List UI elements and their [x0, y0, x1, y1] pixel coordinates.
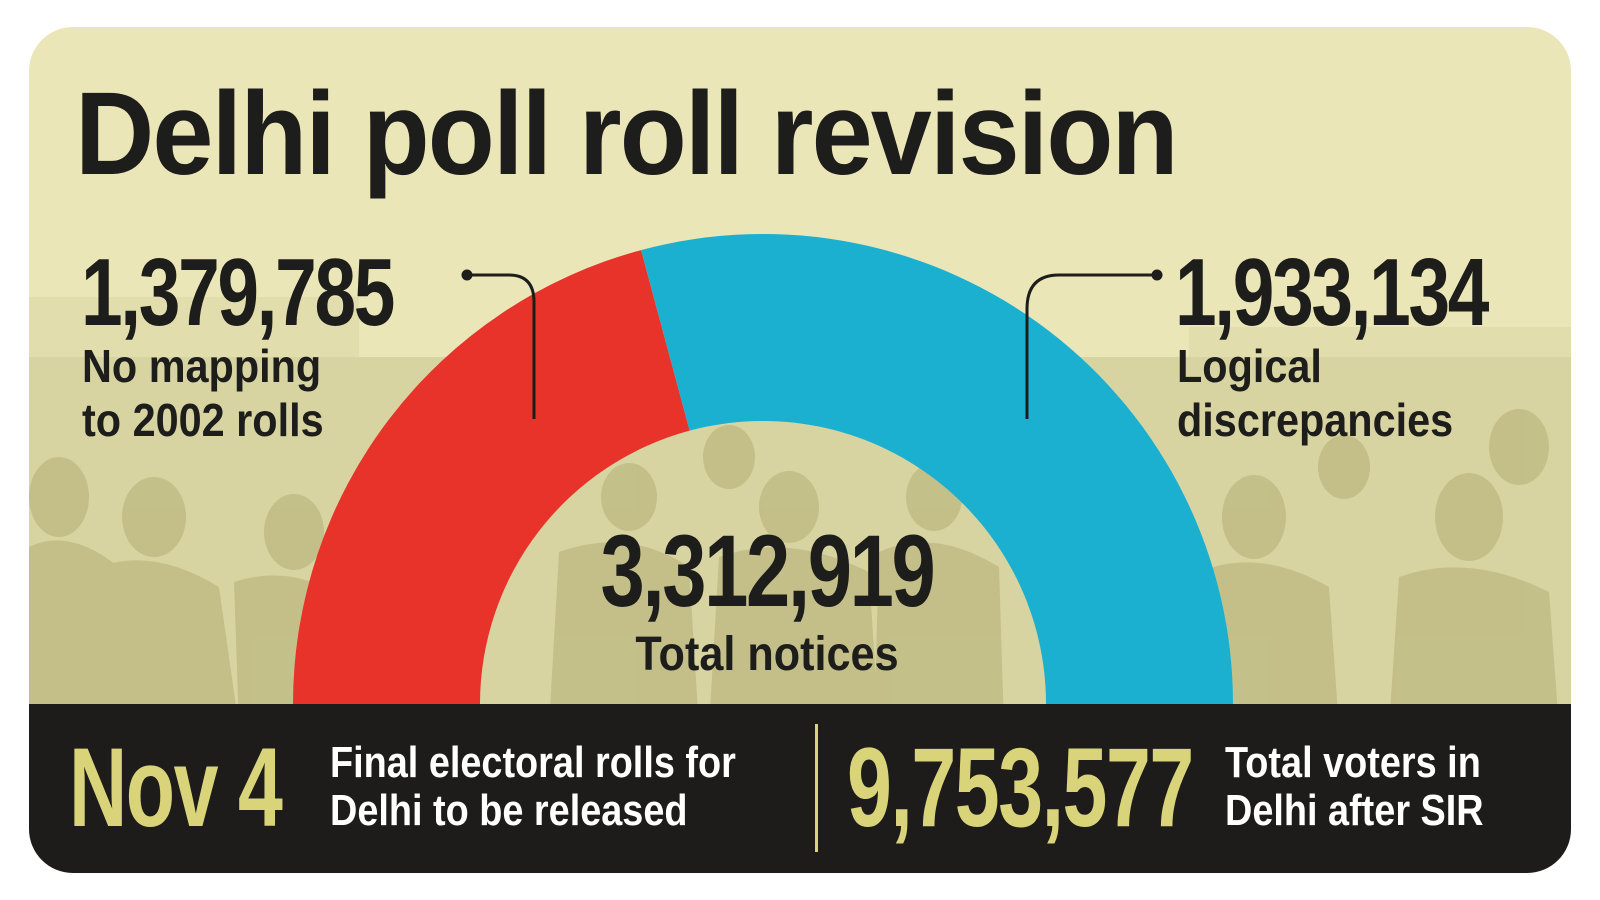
logical-discrepancies-label: Logical discrepancies: [1177, 339, 1453, 448]
release-description-line-2: Delhi to be released: [330, 785, 688, 835]
no-mapping-label-line-1: No mapping: [82, 340, 322, 392]
total-voters-description: Total voters in Delhi after SIR: [1225, 739, 1484, 834]
no-mapping-label-line-2: to 2002 rolls: [82, 394, 324, 447]
release-description: Final electoral rolls for Delhi to be re…: [330, 739, 736, 834]
no-mapping-value: 1,379,785: [81, 239, 395, 346]
total-voters-description-line-2: Delhi after SIR: [1225, 785, 1484, 835]
donut-segment-2: [641, 234, 1233, 704]
leader-line-logical-discrepancies: [1025, 273, 1157, 419]
leader-dot-no-mapping: [461, 269, 473, 281]
release-date: Nov 4: [69, 725, 283, 850]
half-donut-chart: [293, 234, 1233, 704]
logical-discrepancies-label-line-1: Logical: [1177, 340, 1322, 392]
no-mapping-label: No mapping to 2002 rolls: [82, 339, 324, 448]
donut-segment-1: [293, 250, 690, 704]
footer-divider: [815, 724, 818, 852]
logical-discrepancies-label-line-2: discrepancies: [1177, 394, 1454, 447]
leader-line-no-mapping: [467, 273, 536, 419]
page-title: Delhi poll roll revision: [75, 68, 1179, 200]
total-voters-description-line-1: Total voters in: [1225, 738, 1481, 787]
footer-bar: Nov 4 Final electoral rolls for Delhi to…: [29, 704, 1571, 873]
leader-dot-logical-discrepancies: [1151, 269, 1163, 281]
infographic-card: Delhi poll roll revision 1,379,785 No ma…: [29, 27, 1571, 873]
total-notices-label: Total notices: [635, 628, 899, 681]
logical-discrepancies-value: 1,933,134: [1175, 239, 1489, 346]
total-notices-value: 3,312,919: [600, 514, 936, 628]
total-voters-value: 9,753,577: [847, 725, 1194, 850]
release-description-line-1: Final electoral rolls for: [330, 738, 736, 787]
